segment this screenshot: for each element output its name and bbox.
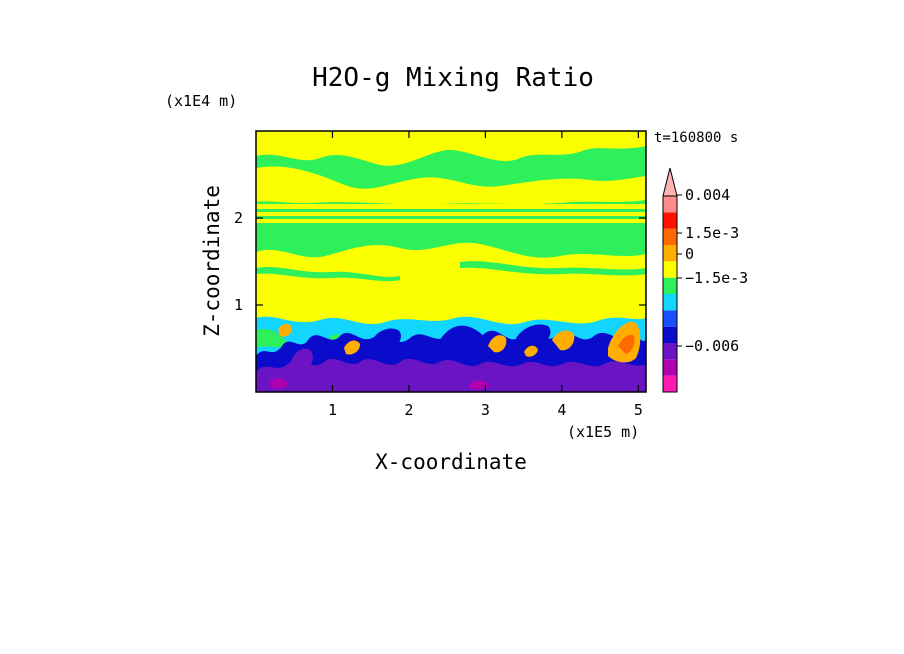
colorbar-labels: 0.004 1.5e-3 0 −1.5e-3 −0.006 bbox=[677, 186, 748, 355]
colorbar-label: −0.006 bbox=[685, 337, 739, 355]
colorbar-segment bbox=[663, 343, 677, 360]
colorbar-segment bbox=[663, 212, 677, 229]
colorbar-segment bbox=[663, 310, 677, 327]
colorbar bbox=[662, 167, 678, 393]
heatmap-field bbox=[256, 131, 646, 392]
colorbar-segment bbox=[663, 228, 677, 245]
region-orange-plume-2 bbox=[552, 330, 575, 351]
x-axis-title: X-coordinate bbox=[375, 450, 527, 474]
time-label: t=160800 s bbox=[654, 130, 738, 146]
region-band-2b bbox=[256, 212, 646, 216]
colorbar-label: 0.004 bbox=[685, 186, 730, 204]
colorbar-label: 1.5e-3 bbox=[685, 224, 739, 242]
colorbar-segment bbox=[663, 326, 677, 343]
plot-frame bbox=[255, 130, 647, 393]
x-tick-label: 2 bbox=[404, 401, 413, 419]
region-blue-plume-1 bbox=[440, 325, 490, 350]
y-tick-label: 2 bbox=[234, 209, 243, 227]
colorbar-segment bbox=[663, 261, 677, 278]
region-orange-plume-5 bbox=[278, 323, 292, 337]
colorbar-segment bbox=[663, 196, 677, 213]
colorbar-segment bbox=[663, 277, 677, 294]
region-orange-plume-4 bbox=[344, 340, 360, 355]
region-orange-plume-3 bbox=[488, 335, 507, 353]
colorbar-segment bbox=[663, 375, 677, 392]
x-tick-label: 1 bbox=[328, 401, 337, 419]
colorbar-segment bbox=[663, 294, 677, 311]
x-tick-label: 4 bbox=[557, 401, 566, 419]
region-low-green-patch bbox=[256, 328, 290, 348]
region-orange-plume-6 bbox=[524, 345, 538, 357]
chart-title: H2O-g Mixing Ratio bbox=[312, 63, 594, 93]
region-top-yellow bbox=[256, 131, 646, 166]
region-blue-plume-3 bbox=[516, 324, 551, 346]
colorbar-segment bbox=[663, 245, 677, 262]
region-upper-yellow-band bbox=[256, 166, 646, 205]
region-band-2a bbox=[256, 204, 646, 209]
region-red-core-1 bbox=[618, 334, 635, 354]
region-blue-plume-2 bbox=[372, 328, 401, 348]
y-axis-ticks: 12 bbox=[234, 209, 646, 314]
colorbar-segment bbox=[663, 359, 677, 376]
x-tick-label: 3 bbox=[481, 401, 490, 419]
colorbar-extend-triangle bbox=[662, 167, 678, 197]
region-mid-green-streak-2 bbox=[460, 261, 646, 276]
x-tick-label: 5 bbox=[634, 401, 643, 419]
y-tick-label: 1 bbox=[234, 296, 243, 314]
region-band-2c bbox=[256, 219, 646, 223]
y-axis-title: Z-coordinate bbox=[200, 185, 224, 337]
y-scale-label: (x1E4 m) bbox=[165, 92, 237, 110]
region-bottom-magenta-spot bbox=[270, 378, 288, 389]
region-purple-plume bbox=[290, 348, 313, 370]
colorbar-label: 0 bbox=[685, 245, 694, 263]
x-axis-ticks: 1 2 3 4 5 bbox=[328, 131, 643, 419]
x-scale-label: (x1E5 m) bbox=[567, 423, 639, 441]
colorbar-label: −1.5e-3 bbox=[685, 269, 748, 287]
region-bottom-purple bbox=[256, 358, 646, 392]
region-mid-green-streak bbox=[256, 267, 400, 282]
